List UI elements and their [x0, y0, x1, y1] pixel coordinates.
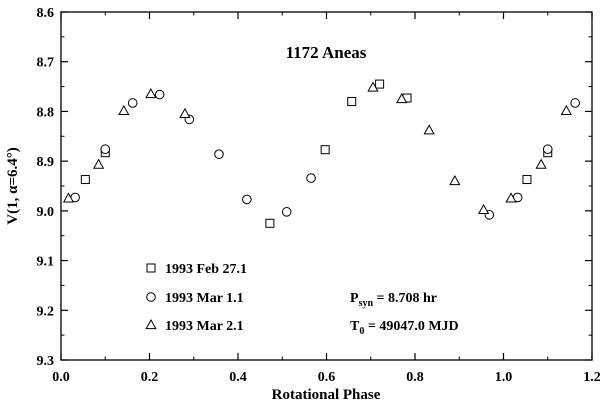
point-circle	[570, 98, 580, 108]
y-tick-label: 8.6	[37, 6, 55, 21]
point-square	[347, 96, 357, 106]
epoch-value: = 49047.0 MJD	[364, 319, 458, 334]
legend-label-mar2: 1993 Mar 2.1	[165, 319, 244, 334]
legend-label-mar1: 1993 Mar 1.1	[165, 291, 244, 306]
x-tick-label: 1.2	[583, 370, 600, 385]
legend-markers	[145, 263, 157, 330]
point-triangle	[477, 203, 490, 214]
point-square	[265, 218, 275, 228]
period-value: = 8.708 hr	[373, 291, 437, 306]
point-square	[320, 145, 330, 155]
legend-marker-triangle	[145, 318, 157, 330]
point-circle	[100, 144, 111, 155]
period-sub: syn	[359, 298, 374, 309]
point-triangle	[367, 81, 379, 92]
point-circle	[306, 173, 316, 183]
y-tick-label: 8.7	[37, 56, 55, 71]
x-tick-label: 0.6	[318, 370, 336, 385]
point-circle	[281, 207, 292, 217]
y-tick-label: 9.2	[37, 304, 55, 319]
y-tick-label: 9.3	[37, 354, 55, 369]
period-main: P	[350, 291, 359, 306]
point-triangle	[505, 192, 517, 203]
x-axis-label: Rotational Phase	[272, 387, 381, 403]
point-triangle	[396, 92, 408, 104]
point-triangle	[145, 88, 157, 99]
point-triangle	[62, 192, 75, 203]
data-points	[62, 79, 580, 228]
point-triangle	[179, 107, 191, 119]
point-triangle	[560, 104, 572, 116]
x-tick-label: 0.2	[141, 370, 159, 385]
point-circle	[154, 89, 165, 100]
epoch-main: T	[350, 319, 360, 334]
epoch-sub: 0	[359, 326, 364, 337]
point-square	[375, 79, 385, 89]
plot-frame	[60, 11, 593, 361]
epoch-annotation: T0 = 49047.0 MJD	[350, 319, 459, 337]
point-triangle	[423, 124, 435, 135]
point-triangle	[449, 175, 461, 186]
point-circle	[542, 144, 553, 155]
point-triangle	[118, 104, 130, 116]
period-annotation: Psyn = 8.708 hr	[350, 291, 437, 309]
legend-label-feb27: 1993 Feb 27.1	[165, 262, 247, 277]
point-square	[522, 175, 532, 185]
chart-title: 1172 Aneas	[286, 43, 367, 62]
axis-ticks	[60, 11, 593, 361]
legend-marker-square	[146, 263, 156, 273]
x-tick-label: 0.0	[52, 370, 70, 385]
y-axis-label: V(1, α=6.4°)	[5, 147, 21, 225]
legend: 1993 Feb 27.1 1993 Mar 1.1 1993 Mar 2.1	[145, 262, 247, 334]
tick-labels: 0.0 0.2 0.4 0.6 0.8 1.0 1.2 8.6 8.7 8.8 8.9 9.0 9.1 9…	[37, 6, 600, 385]
point-circle	[242, 194, 252, 205]
point-circle	[214, 149, 224, 159]
y-tick-label: 8.8	[37, 105, 55, 120]
x-tick-label: 0.4	[229, 370, 247, 385]
legend-marker-circle	[146, 292, 156, 302]
point-triangle	[535, 158, 547, 169]
x-tick-label: 1.0	[495, 370, 513, 385]
point-square	[80, 175, 90, 185]
y-tick-label: 9.0	[37, 205, 55, 220]
point-triangle	[92, 158, 105, 169]
x-tick-label: 0.8	[406, 370, 424, 385]
point-circle	[127, 98, 138, 108]
y-tick-label: 9.1	[37, 255, 55, 270]
y-tick-label: 8.9	[37, 155, 55, 170]
